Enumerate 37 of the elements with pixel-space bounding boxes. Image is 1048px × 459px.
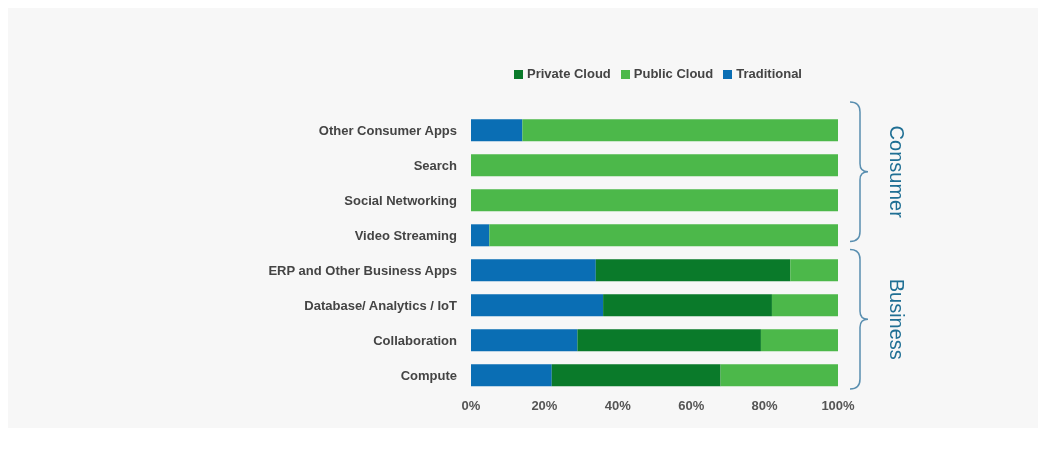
bar [471, 154, 838, 177]
legend-label: Traditional [736, 66, 802, 81]
x-tick-label: 80% [751, 398, 779, 414]
bar [577, 329, 761, 352]
bar [522, 119, 838, 142]
bar [760, 329, 838, 352]
x-tick-label: 40% [604, 398, 632, 414]
bar [471, 259, 596, 282]
bar [471, 119, 523, 142]
x-tick-label: 100% [821, 398, 856, 414]
bar [471, 364, 552, 387]
legend-label: Private Cloud [527, 66, 611, 81]
bar [471, 189, 838, 212]
bar [720, 364, 838, 387]
x-tick-label: 60% [678, 398, 705, 414]
bar [471, 294, 604, 317]
y-tick-label: Video Streaming [354, 228, 458, 244]
bar [771, 294, 838, 317]
bar [471, 329, 578, 352]
bar [471, 224, 490, 247]
y-tick-label: Compute [400, 368, 457, 384]
bar [790, 259, 838, 282]
y-tick-label: Other Consumer Apps [318, 123, 457, 139]
bar [551, 364, 721, 387]
text: Consumer [885, 125, 908, 219]
text: Business [885, 278, 908, 360]
x-tick-label: 20% [531, 398, 558, 414]
legend-label: Public Cloud [633, 66, 714, 81]
bar [603, 294, 772, 317]
bar [489, 224, 838, 247]
y-tick-label: ERP and Other Business Apps [268, 263, 457, 279]
y-tick-label: Search [413, 158, 458, 174]
y-tick-label: Collaboration [373, 333, 458, 349]
y-tick-label: Database/ Analytics / IoT [304, 298, 458, 314]
y-tick-label: Social Networking [344, 193, 458, 209]
bar [595, 259, 791, 282]
x-tick-label: 0% [461, 398, 481, 414]
